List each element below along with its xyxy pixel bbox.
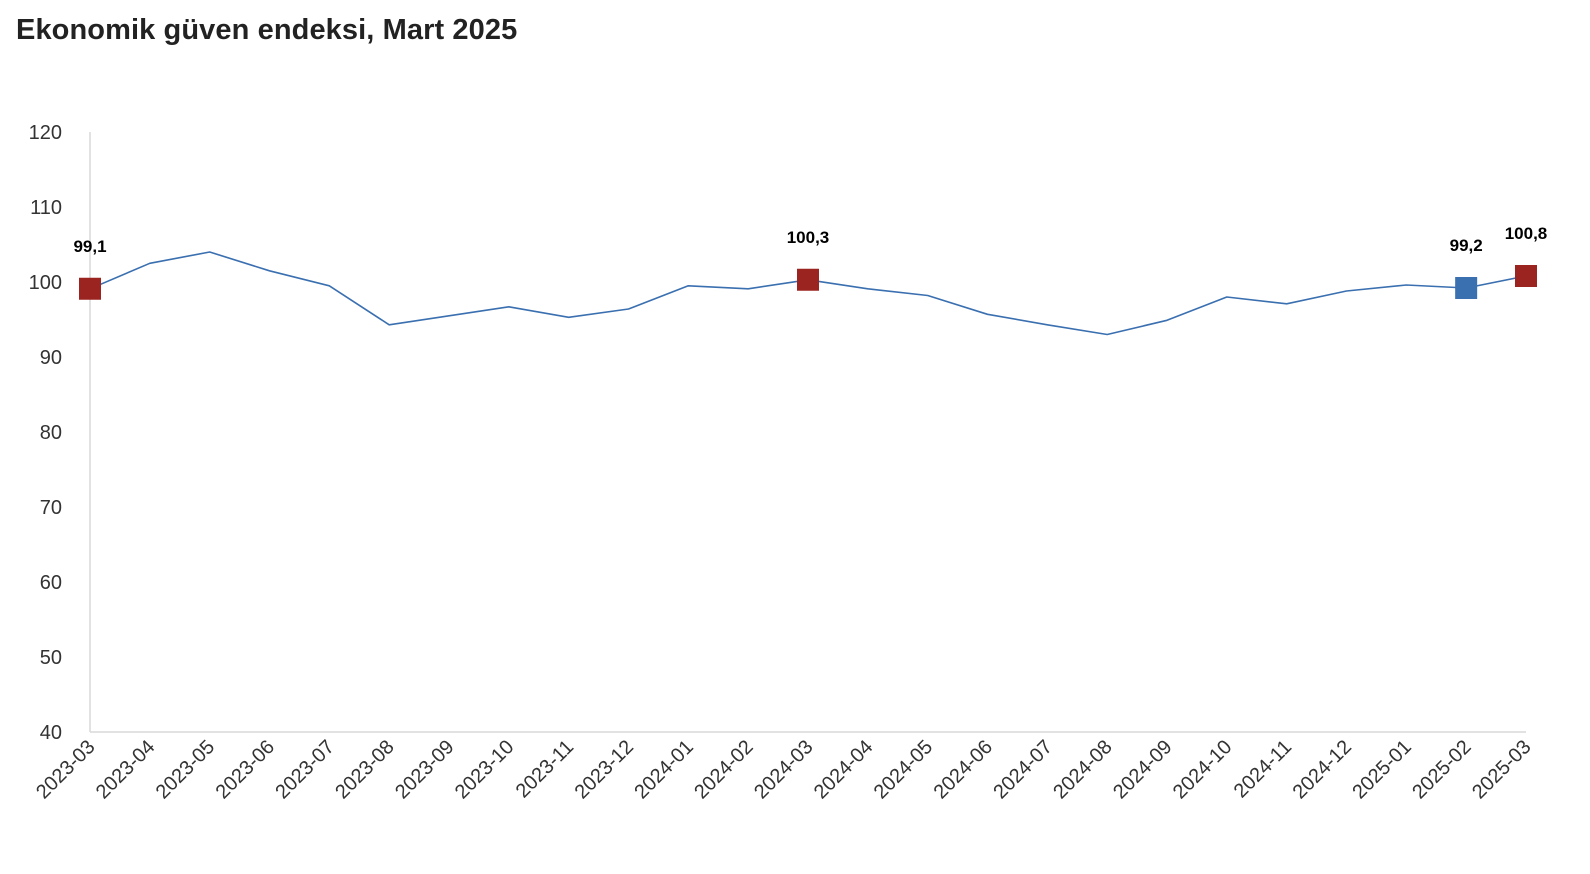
x-tick-label: 2024-09 [1109,736,1176,803]
x-tick-label: 2023-07 [271,736,338,803]
marker-layer: 99,1 100,3 99,2 100,8 [73,224,1547,300]
x-tick-label: 2025-01 [1348,736,1415,803]
data-label: 100,8 [1505,224,1548,243]
x-tick-label: 2023-11 [512,736,578,802]
data-label: 99,1 [73,237,106,256]
y-tick-label: 60 [40,572,62,594]
x-tick-label: 2023-10 [451,736,518,803]
data-point-marker [797,268,819,291]
chart-title: Ekonomik güven endeksi, Mart 2025 [16,14,518,46]
x-tick-label: 2024-06 [930,736,997,803]
x-tick-label: 2025-03 [1468,736,1535,803]
data-point-marker [1515,265,1537,287]
x-tick-label: 2023-05 [152,736,219,803]
data-label: 99,2 [1450,236,1483,255]
x-tick-label: 2023-03 [32,736,99,803]
y-tick-label: 80 [40,422,62,444]
x-tick-label: 2024-05 [870,736,937,803]
x-tick-label: 2023-06 [212,736,279,803]
x-tick-label: 2023-08 [331,736,398,803]
x-tick-label: 2023-09 [391,736,458,803]
y-tick-label: 120 [29,122,62,144]
x-axis: 2023-032023-042023-052023-062023-072023-… [32,731,1536,803]
y-tick-label: 70 [40,497,62,519]
x-tick-label: 2024-08 [1049,736,1116,803]
x-tick-label: 2024-07 [989,736,1056,803]
series-layer [89,251,1527,336]
x-tick-label: 2024-01 [630,736,697,803]
y-tick-label: 50 [40,647,62,669]
x-tick-label: 2024-03 [750,736,817,803]
data-point-marker [1455,277,1478,299]
x-tick-label: 2024-04 [810,736,877,803]
x-tick-label: 2023-04 [92,736,159,803]
series-line [89,251,1527,336]
y-tick-label: 40 [40,722,62,744]
x-tick-label: 2024-12 [1289,736,1356,803]
data-point-marker [79,277,101,300]
y-tick-label: 90 [40,347,62,369]
x-tick-label: 2024-11 [1230,736,1296,802]
x-tick-label: 2024-10 [1169,736,1236,803]
x-tick-label: 2025-02 [1408,736,1475,803]
y-tick-label: 110 [30,197,62,219]
y-tick-label: 100 [29,272,62,294]
y-axis: 40 50 60 70 80 90 100 110 120 [29,122,91,744]
x-tick-label: 2024-02 [690,736,757,803]
data-label: 100,3 [787,228,830,247]
x-tick-label: 2023-12 [571,736,638,803]
